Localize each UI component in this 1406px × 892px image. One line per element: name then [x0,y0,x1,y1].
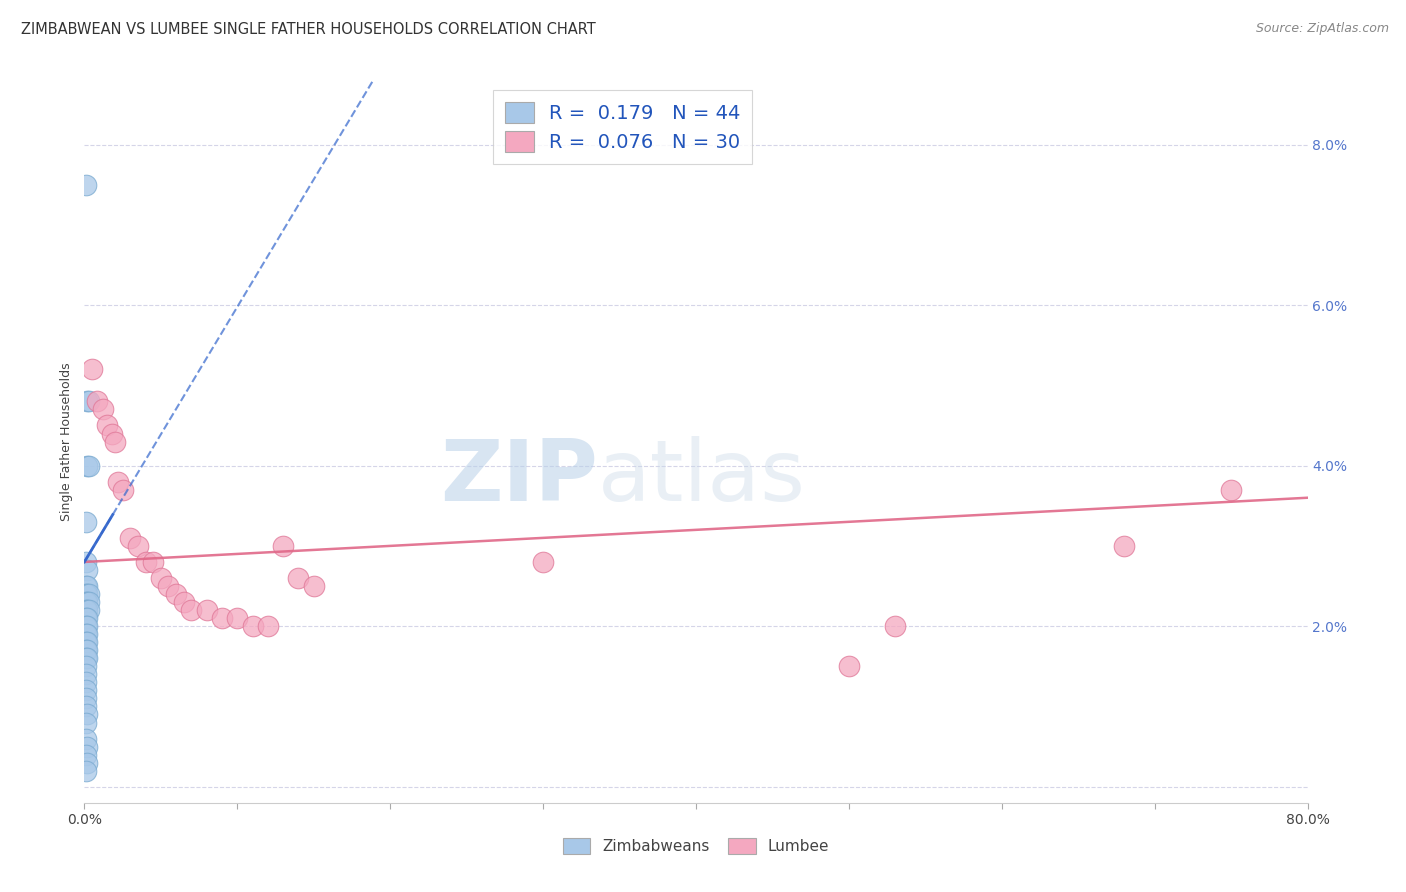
Point [142,555,165,569]
Point [149,571,172,585]
Point [75,715,97,730]
Point [271,539,294,553]
Point [76,707,98,722]
Point [76,619,98,633]
Point [77,587,100,601]
Point [76,739,98,754]
Point [76,627,98,641]
Point [75,651,97,665]
Point [302,579,325,593]
Point [120,531,142,545]
Point [135,555,157,569]
Point [76,458,98,473]
Point [127,539,149,553]
Point [96,418,118,433]
Point [173,595,195,609]
Point [75,595,97,609]
Point [165,587,187,601]
Point [195,603,218,617]
Point [107,475,129,489]
Point [75,603,97,617]
Point [76,643,98,657]
Point [75,579,97,593]
Point [75,747,97,762]
Point [75,675,97,690]
Point [287,571,309,585]
Point [104,434,127,449]
Text: ZIP: ZIP [440,436,598,519]
Point [91,402,114,417]
Point [75,659,97,673]
Point [86,394,108,409]
Point [75,555,97,569]
Point [75,611,97,625]
Point [75,635,97,649]
Point [77,603,100,617]
Point [111,483,134,497]
Point [1220,483,1243,497]
Legend: Zimbabweans, Lumbee: Zimbabweans, Lumbee [557,832,835,860]
Point [157,579,180,593]
Point [77,595,100,609]
Point [76,394,98,409]
Point [242,619,264,633]
Point [75,667,97,681]
Point [1114,539,1136,553]
Point [75,691,97,706]
Point [77,458,100,473]
Point [76,595,98,609]
Point [75,178,97,192]
Point [76,756,98,770]
Point [75,731,97,746]
Point [76,603,98,617]
Point [75,764,97,778]
Point [180,603,202,617]
Point [75,619,97,633]
Point [76,587,98,601]
Point [838,659,860,673]
Point [75,643,97,657]
Point [75,627,97,641]
Point [531,555,554,569]
Point [211,611,233,625]
Point [883,619,905,633]
Point [75,587,97,601]
Text: atlas: atlas [598,436,806,519]
Point [75,683,97,698]
Y-axis label: Single Father Households: Single Father Households [60,362,73,521]
Point [77,394,100,409]
Point [76,579,98,593]
Point [226,611,249,625]
Point [101,426,124,441]
Point [75,515,97,529]
Point [75,699,97,714]
Point [76,651,98,665]
Point [80,362,103,376]
Point [76,563,98,577]
Point [76,611,98,625]
Text: ZIMBABWEAN VS LUMBEE SINGLE FATHER HOUSEHOLDS CORRELATION CHART: ZIMBABWEAN VS LUMBEE SINGLE FATHER HOUSE… [21,22,596,37]
Text: Source: ZipAtlas.com: Source: ZipAtlas.com [1256,22,1389,36]
Point [257,619,280,633]
Point [76,635,98,649]
